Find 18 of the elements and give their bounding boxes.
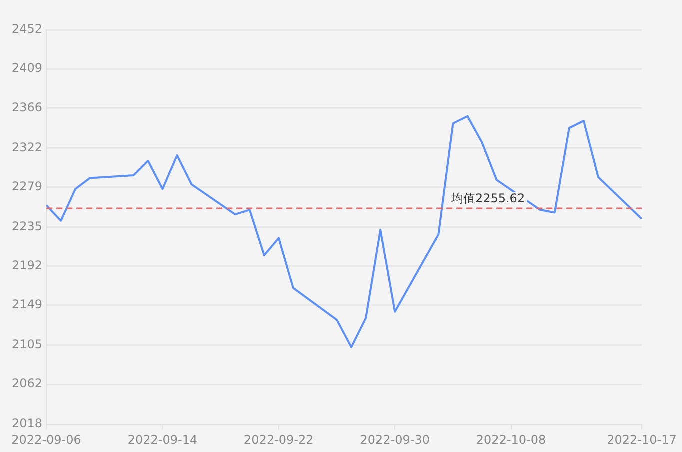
y-tick-label: 2279 xyxy=(12,179,43,194)
x-tick-label: 2022-10-08 xyxy=(476,432,546,447)
y-tick-label: 2018 xyxy=(12,416,43,431)
x-tick-label: 2022-09-22 xyxy=(244,432,314,447)
x-tick-label: 2022-10-17 xyxy=(607,432,677,447)
y-tick-label: 2235 xyxy=(12,219,43,234)
x-tick-label: 2022-09-06 xyxy=(12,432,82,447)
x-tick-label: 2022-09-30 xyxy=(360,432,430,447)
y-tick-label: 2409 xyxy=(12,61,43,76)
y-tick-label: 2452 xyxy=(12,22,43,36)
y-tick-label: 2149 xyxy=(12,298,43,312)
x-tick-label: 2022-09-14 xyxy=(128,432,198,447)
y-tick-label: 2322 xyxy=(12,140,43,154)
ref-line-label: 均值2255.62 xyxy=(450,192,526,206)
y-tick-label: 2062 xyxy=(12,376,43,391)
y-tick-label: 2192 xyxy=(12,258,43,273)
y-tick-label: 2366 xyxy=(12,100,43,114)
y-tick-label: 2105 xyxy=(12,338,43,352)
